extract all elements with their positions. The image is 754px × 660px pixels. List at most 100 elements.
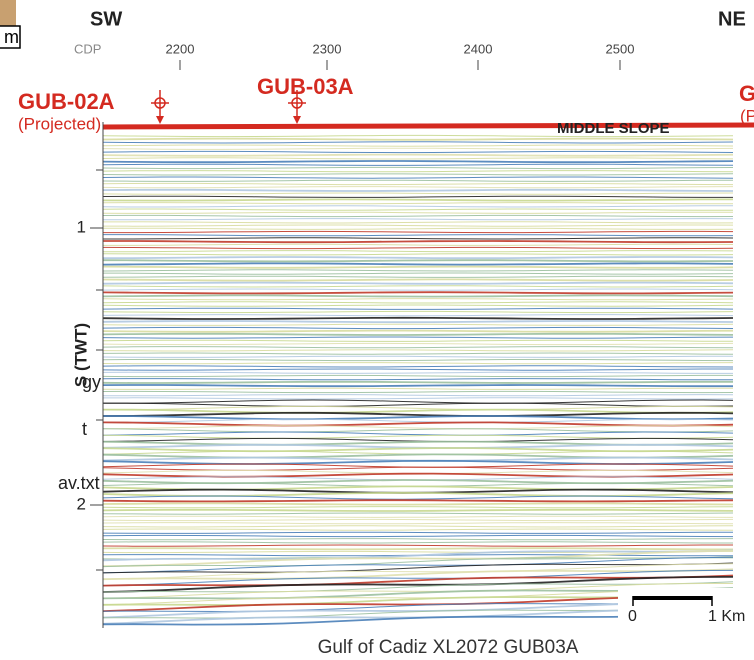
reflector	[102, 265, 734, 269]
reflector	[102, 153, 734, 157]
reflector	[102, 147, 734, 150]
reflector	[102, 137, 734, 141]
reflector	[102, 269, 734, 272]
reflector	[102, 323, 734, 326]
reflector	[102, 195, 733, 198]
reflector	[102, 291, 734, 295]
reflector	[102, 355, 734, 358]
reflector	[102, 431, 734, 436]
reflector	[102, 531, 734, 534]
reflector	[102, 253, 734, 256]
reflector	[102, 563, 734, 580]
cdp-tick-label: 2200	[166, 41, 195, 56]
reflector	[102, 358, 734, 362]
reflector	[102, 549, 734, 568]
reflector	[102, 408, 734, 414]
reflector	[102, 547, 733, 551]
scale-box	[618, 588, 754, 630]
reflector	[102, 549, 734, 562]
reflector	[102, 349, 734, 352]
reflector	[102, 256, 734, 260]
well-name: GUB-02A	[18, 89, 115, 114]
reflector	[102, 508, 734, 512]
reflector	[102, 425, 734, 430]
seafloor	[102, 122, 754, 130]
reflector	[103, 243, 734, 246]
reflector	[102, 556, 734, 574]
reflector	[102, 176, 734, 179]
reflector	[102, 179, 734, 182]
reflector	[102, 157, 734, 160]
reflector	[102, 205, 733, 208]
reflector	[102, 390, 734, 394]
reflector	[102, 307, 734, 310]
reflector	[102, 182, 734, 186]
side-text: t	[82, 419, 87, 439]
inset-box	[0, 25, 21, 49]
reflector	[102, 298, 734, 301]
reflector	[102, 224, 734, 227]
reflector	[102, 221, 734, 224]
reflector	[102, 544, 733, 547]
well-note: (Projected)	[18, 114, 101, 133]
reflector	[102, 399, 734, 404]
reflector	[102, 502, 734, 506]
well-arrow	[156, 116, 164, 124]
reflector	[102, 250, 734, 253]
reflector	[102, 499, 734, 503]
reflector	[103, 237, 734, 240]
zone-label: MIDDLE SLOPE	[557, 120, 670, 137]
reflector	[102, 188, 734, 192]
reflector	[102, 394, 734, 397]
inset-image	[0, 0, 16, 26]
reflector	[102, 397, 734, 400]
reflector	[102, 214, 734, 218]
well-arrow	[293, 116, 301, 124]
reflector	[102, 259, 734, 263]
reflector	[102, 522, 734, 525]
reflector	[102, 202, 733, 205]
reflector	[102, 144, 734, 147]
reflector	[102, 506, 734, 509]
reflector	[102, 134, 734, 138]
reflector	[102, 160, 734, 164]
reflector	[103, 227, 734, 230]
reflector	[102, 288, 734, 291]
reflector	[102, 278, 734, 282]
reflector	[102, 556, 734, 568]
reflector	[102, 371, 733, 374]
reflector	[102, 301, 734, 304]
well-note: (P	[740, 106, 754, 125]
reflector	[102, 568, 734, 581]
reflector	[102, 411, 734, 417]
reflector	[102, 415, 734, 421]
reflector	[102, 262, 734, 266]
reflector	[102, 576, 734, 593]
reflector	[102, 246, 734, 250]
reflector	[102, 163, 734, 166]
reflector	[103, 240, 734, 244]
reflector	[102, 421, 734, 427]
reflector	[102, 362, 734, 365]
reflector	[102, 150, 734, 154]
twt-tick-label: 1	[77, 217, 86, 236]
reflector	[102, 574, 734, 587]
reflector	[102, 515, 734, 518]
reflector	[102, 326, 734, 330]
reflector	[103, 234, 734, 237]
reflector	[102, 336, 734, 339]
reflector	[102, 186, 734, 189]
reflector	[102, 320, 734, 324]
reflector	[102, 374, 733, 378]
inset-label: m	[4, 27, 19, 47]
reflector	[102, 166, 734, 170]
cdp-tick-label: 2300	[313, 41, 342, 56]
reflector	[102, 380, 733, 384]
reflector	[102, 218, 734, 221]
well-name: GUB-03A	[257, 74, 354, 99]
reflector	[102, 368, 733, 371]
reflector	[102, 378, 733, 381]
reflector	[102, 285, 734, 288]
reflector	[102, 339, 734, 342]
